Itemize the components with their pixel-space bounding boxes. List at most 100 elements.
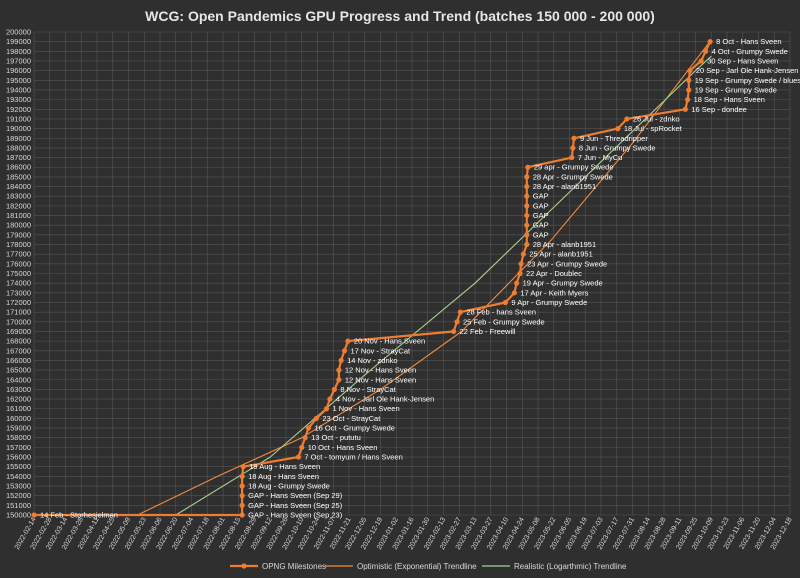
y-tick-label: 152000: [6, 491, 31, 500]
milestone-point: [327, 396, 333, 402]
legend: OPNG Milestones Optimistic (Exponential) …: [230, 562, 627, 571]
milestone-label: 4 Oct - Grumpy Swede: [712, 47, 788, 56]
milestone-label: 19 Sep - Grumpy Swede / bluestang: [695, 76, 800, 85]
milestone-label: 18 Aug - Grumpy Swede: [248, 482, 330, 491]
milestone-point: [524, 232, 530, 238]
y-tick-label: 156000: [6, 453, 31, 462]
milestone-point: [239, 493, 245, 499]
x-axis: 2022-02-142022-02-282022-03-142022-03-28…: [14, 516, 794, 551]
milestone-label: 19 Apr - Grumpy Swede: [523, 279, 603, 288]
milestone-label: 8 Jun - Grumpy Swede: [579, 143, 656, 152]
milestone-label: 1 Nov - Hans Sveen: [333, 404, 400, 413]
milestone-point: [31, 512, 37, 518]
y-tick-label: 190000: [6, 124, 31, 133]
milestone-label: 23 Oct - StrayCat: [322, 414, 381, 423]
milestone-point: [685, 97, 691, 103]
series-line-optimistic: [137, 39, 712, 516]
legend-label: OPNG Milestones: [262, 562, 326, 571]
y-tick-label: 180000: [6, 221, 31, 230]
milestone-point: [571, 135, 577, 141]
y-tick-label: 176000: [6, 259, 31, 268]
milestone-label: 12 Nov - Hans Sveen: [345, 366, 416, 375]
milestone-point: [525, 164, 531, 170]
milestone-label: 28 Apr - alanb1951: [533, 240, 596, 249]
milestone-point: [569, 154, 575, 161]
milestone-point: [698, 58, 704, 64]
y-tick-label: 169000: [6, 327, 31, 336]
milestone-label: 18 Jul - spRocket: [624, 124, 683, 133]
milestone-label: 14 Nov - zdnko: [347, 356, 397, 365]
milestone-label: GAP: [533, 221, 549, 230]
milestone-point: [524, 241, 530, 248]
milestone-point: [517, 270, 523, 277]
milestone-label: 12 Nov - Hans Sveen: [345, 375, 416, 384]
milestone-label: 22 Feb - Freewill: [460, 327, 516, 336]
milestone-point: [239, 502, 245, 508]
milestone-point: [331, 386, 337, 393]
y-tick-label: 188000: [6, 143, 31, 152]
y-tick-label: 158000: [6, 433, 31, 442]
y-tick-label: 173000: [6, 288, 31, 297]
y-tick-label: 199000: [6, 37, 31, 46]
milestone-point: [524, 203, 530, 209]
y-tick-label: 172000: [6, 298, 31, 307]
milestone-label: 22 Apr - Doublec: [526, 269, 582, 278]
milestone-point: [682, 106, 688, 112]
milestone-point: [239, 512, 245, 518]
y-tick-label: 196000: [6, 66, 31, 75]
milestone-label: 9 Jun - Threadripper: [580, 134, 648, 143]
y-tick-label: 174000: [6, 279, 31, 288]
milestone-point: [295, 454, 301, 460]
y-tick-label: 168000: [6, 337, 31, 346]
y-tick-label: 193000: [6, 95, 31, 104]
milestone-label: 20 Nov - Hans Sveen: [354, 337, 425, 346]
milestone-point: [687, 68, 693, 74]
milestone-label: 29 apr - Grumpy Swede: [534, 163, 614, 172]
milestone-point: [511, 290, 517, 296]
milestone-point: [336, 367, 342, 373]
y-tick-label: 166000: [6, 356, 31, 365]
y-tick-label: 175000: [6, 269, 31, 278]
milestone-label: 18 Sep - Hans Sveen: [694, 95, 765, 104]
y-tick-label: 192000: [6, 105, 31, 114]
milestone-label: 14 Feb - Storhesjelman: [40, 511, 118, 520]
milestone-label: GAP - Hans Sveen (Sep 29): [248, 491, 343, 500]
y-tick-label: 155000: [6, 462, 31, 471]
legend-label: Optimistic (Exponential) Trendline: [357, 562, 477, 571]
y-tick-label: 167000: [6, 346, 31, 355]
milestone-label: 7 Jun - MyCu: [578, 153, 623, 162]
milestone-point: [518, 261, 524, 267]
y-tick-label: 162000: [6, 395, 31, 404]
y-tick-label: 170000: [6, 317, 31, 326]
y-tick-label: 185000: [6, 172, 31, 181]
y-tick-label: 154000: [6, 472, 31, 481]
y-tick-label: 187000: [6, 153, 31, 162]
y-tick-label: 177000: [6, 250, 31, 259]
milestone-label: GAP: [533, 192, 549, 201]
grid-lines: [33, 31, 791, 516]
chart-title: WCG: Open Pandemics GPU Progress and Tre…: [145, 8, 655, 24]
y-tick-label: 179000: [6, 230, 31, 239]
legend-marker: [241, 563, 247, 569]
y-tick-label: 200000: [6, 28, 31, 37]
legend-label: Realistic (Logarthmic) Trendline: [514, 562, 627, 571]
milestone-label: 16 Oct - Grumpy Swede: [315, 424, 395, 433]
milestone-label: 13 Oct - pututu: [311, 433, 361, 442]
y-axis: 1500001510001520001530001540001550001560…: [6, 28, 31, 520]
y-tick-label: 197000: [6, 56, 31, 65]
milestone-point: [502, 299, 508, 306]
milestone-point: [240, 464, 246, 470]
milestone-label: 28 Apr - Grumpy Swede: [533, 172, 613, 181]
milestone-point: [520, 251, 526, 257]
milestone-label: GAP: [533, 211, 549, 220]
milestone-label: 30 Sep - Hans Sveen: [707, 56, 778, 65]
milestone-label: 20 Sep - Jarl Ole Hank-Jensen: [696, 66, 799, 75]
y-tick-label: 160000: [6, 414, 31, 423]
y-tick-label: 153000: [6, 482, 31, 491]
milestone-point: [313, 415, 319, 421]
y-tick-label: 157000: [6, 443, 31, 452]
milestone-point: [239, 483, 245, 489]
milestone-point: [305, 425, 312, 431]
milestone-label: 18 Aug - Hans Sveen: [248, 472, 319, 481]
y-tick-label: 163000: [6, 385, 31, 394]
